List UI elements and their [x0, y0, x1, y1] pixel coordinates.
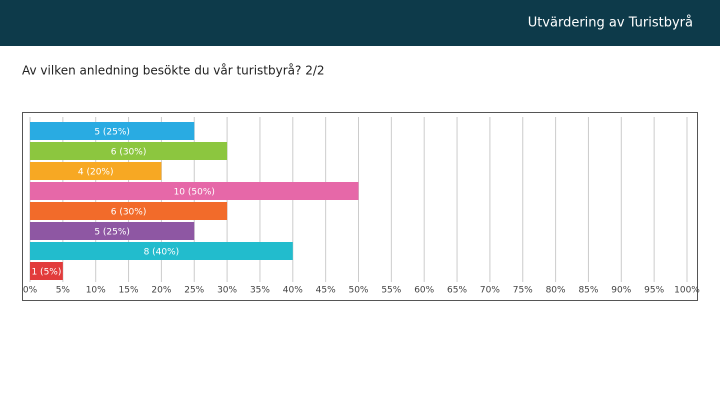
header-title: Utvärdering av Turistbyrå	[528, 16, 693, 31]
x-tick-label: 0%	[23, 286, 38, 296]
x-tick-label: 65%	[447, 286, 467, 296]
x-tick-label: 90%	[611, 286, 631, 296]
bar	[30, 162, 162, 180]
x-tick-label: 30%	[217, 286, 237, 296]
x-tick-label: 60%	[414, 286, 434, 296]
bar	[30, 262, 63, 280]
bar	[30, 242, 293, 260]
x-tick-label: 15%	[119, 286, 139, 296]
x-tick-label: 5%	[56, 286, 71, 296]
value-label: 5 (25%)	[94, 128, 130, 138]
x-tick-label: 50%	[348, 286, 368, 296]
x-tick-label: 85%	[578, 286, 598, 296]
value-label: 10 (50%)	[174, 188, 215, 198]
value-label: 5 (25%)	[94, 228, 130, 238]
x-tick-label: 40%	[283, 286, 303, 296]
value-label: 8 (40%)	[144, 248, 180, 258]
x-tick-label: 20%	[151, 286, 171, 296]
bar	[30, 122, 195, 140]
x-tick-label: 55%	[381, 286, 401, 296]
value-label: 4 (20%)	[78, 168, 114, 178]
bar	[30, 182, 359, 200]
value-label: 6 (30%)	[111, 208, 147, 218]
x-tick-label: 95%	[644, 286, 664, 296]
x-tick-label: 25%	[184, 286, 204, 296]
header-bar	[0, 0, 720, 46]
chart-title: Av vilken anledning besökte du vår turis…	[22, 64, 325, 78]
bar	[30, 222, 195, 240]
value-label: 6 (30%)	[111, 148, 147, 158]
x-tick-label: 45%	[316, 286, 336, 296]
x-tick-label: 80%	[546, 286, 566, 296]
x-tick-label: 35%	[250, 286, 270, 296]
x-tick-label: 10%	[86, 286, 106, 296]
x-tick-label: 100%	[674, 286, 700, 296]
x-tick-label: 75%	[513, 286, 533, 296]
value-label: 1 (5%)	[31, 268, 61, 278]
bar	[30, 202, 228, 220]
x-tick-label: 70%	[480, 286, 500, 296]
bar	[30, 142, 228, 160]
